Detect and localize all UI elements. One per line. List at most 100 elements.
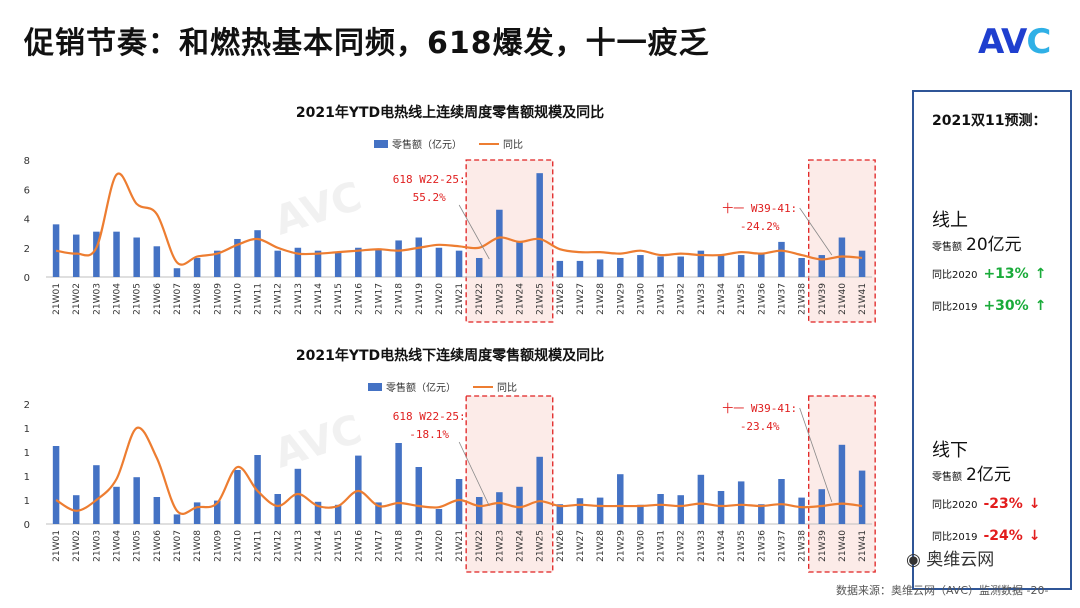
x-tick-label: 21W27 — [576, 530, 586, 562]
bar — [133, 477, 140, 524]
x-tick-label: 21W40 — [838, 283, 848, 315]
bar — [435, 247, 443, 277]
x-tick-label: 21W25 — [536, 530, 546, 562]
offline-yoy2020-value: -23% — [983, 496, 1023, 512]
annotation-618-label: 618 W22-25: — [393, 173, 466, 186]
x-tick-label: 21W17 — [374, 283, 384, 315]
bar — [657, 256, 664, 277]
y-tick-label: 4 — [24, 215, 30, 226]
bar — [717, 255, 725, 277]
x-tick-label: 21W21 — [455, 283, 465, 315]
y-tick-label: 1 — [24, 496, 30, 507]
yoy-line — [55, 172, 863, 266]
bar — [576, 260, 584, 277]
x-tick-label: 21W37 — [777, 283, 787, 315]
x-tick-label: 21W16 — [354, 530, 364, 562]
x-tick-label: 21W04 — [113, 530, 123, 562]
annotation-11-leader — [799, 407, 833, 503]
bar — [133, 237, 140, 277]
bar — [798, 497, 805, 524]
forecast-header: 2021双11预测： — [932, 113, 1047, 129]
y-tick-label: 0 — [24, 520, 30, 531]
x-tick-label: 21W26 — [556, 283, 566, 315]
bar — [415, 467, 423, 524]
chart-title: 2021年YTD电热线下连续周度零售额规模及同比 — [296, 347, 604, 364]
bar — [72, 495, 80, 524]
offline-yoy2019: 同比2019 -24% ↓ — [932, 528, 1041, 544]
bar — [415, 237, 423, 277]
bar — [455, 250, 463, 277]
legend-line-label: 同比 — [497, 382, 517, 394]
bar — [214, 250, 221, 277]
x-tick-label: 21W30 — [636, 283, 646, 315]
legend-bar-swatch — [374, 140, 388, 148]
bar — [214, 500, 221, 524]
x-tick-label: 21W21 — [455, 530, 465, 562]
x-tick-label: 21W02 — [72, 530, 82, 562]
x-tick-label: 21W31 — [657, 283, 667, 315]
bar — [173, 268, 181, 277]
y-tick-label: 8 — [24, 156, 30, 167]
x-tick-label: 21W10 — [233, 530, 243, 562]
bar — [858, 250, 866, 277]
x-tick-label: 21W41 — [858, 283, 868, 315]
online-yoy2020: 同比2020 +13% ↑ — [932, 266, 1046, 282]
bar — [617, 474, 624, 524]
chart-title: 2021年YTD电热线上连续周度零售额规模及同比 — [296, 104, 604, 121]
bar — [72, 234, 80, 277]
online-amount-value: 20亿元 — [966, 235, 1022, 255]
x-tick-label: 21W36 — [757, 530, 767, 562]
bar — [717, 491, 725, 524]
bar — [193, 257, 201, 277]
offline-label: 线下 — [932, 440, 968, 461]
bar — [355, 247, 362, 277]
bar — [758, 253, 765, 277]
bar — [395, 240, 402, 277]
bar — [334, 252, 342, 277]
legend-bar-swatch — [368, 383, 382, 391]
wechat-icon: ◉ — [906, 550, 921, 570]
bar — [375, 249, 382, 277]
annotation-618-value: -18.1% — [409, 428, 449, 441]
y-tick-label: 1 — [24, 424, 30, 435]
bar — [536, 173, 543, 277]
x-tick-label: 21W04 — [113, 283, 123, 315]
x-tick-label: 21W35 — [737, 530, 747, 562]
annotation-618-leader — [458, 441, 490, 507]
x-tick-label: 21W33 — [697, 283, 707, 315]
online-yoy2019-value: +30% — [983, 298, 1029, 314]
x-tick-label: 21W32 — [677, 283, 687, 315]
bar — [254, 230, 261, 277]
bar — [818, 255, 826, 277]
x-tick-label: 21W38 — [798, 283, 808, 315]
x-tick-label: 21W12 — [274, 530, 284, 562]
bar — [314, 250, 322, 277]
bar — [334, 504, 342, 524]
arrow-down-icon: ↓ — [1028, 528, 1041, 544]
bar — [113, 231, 120, 277]
x-tick-label: 21W34 — [717, 283, 727, 315]
bar — [274, 250, 281, 277]
annotation-11-value: -24.2% — [740, 220, 780, 233]
online-yoy2020-value: +13% — [983, 266, 1029, 282]
x-tick-label: 21W12 — [274, 283, 284, 315]
bar — [153, 246, 161, 277]
x-tick-label: 21W13 — [294, 530, 304, 562]
x-tick-label: 21W23 — [495, 283, 505, 315]
offline-amount: 零售额 2亿元 — [932, 460, 1011, 485]
x-tick-label: 21W01 — [52, 283, 62, 315]
yoy-line — [55, 426, 863, 515]
bar — [496, 209, 503, 277]
x-tick-label: 21W09 — [213, 530, 223, 562]
logo-text-c: C — [1026, 22, 1051, 62]
x-tick-label: 21W07 — [173, 283, 183, 315]
x-tick-label: 21W33 — [697, 530, 707, 562]
x-tick-label: 21W24 — [516, 530, 526, 562]
bar — [375, 502, 382, 524]
x-tick-label: 21W24 — [516, 283, 526, 315]
bar — [355, 455, 362, 524]
bar — [596, 497, 604, 524]
bar — [475, 497, 483, 524]
page-title: 促销节奏：和燃热基本同频，618爆发，十一疲乏 — [24, 26, 710, 61]
